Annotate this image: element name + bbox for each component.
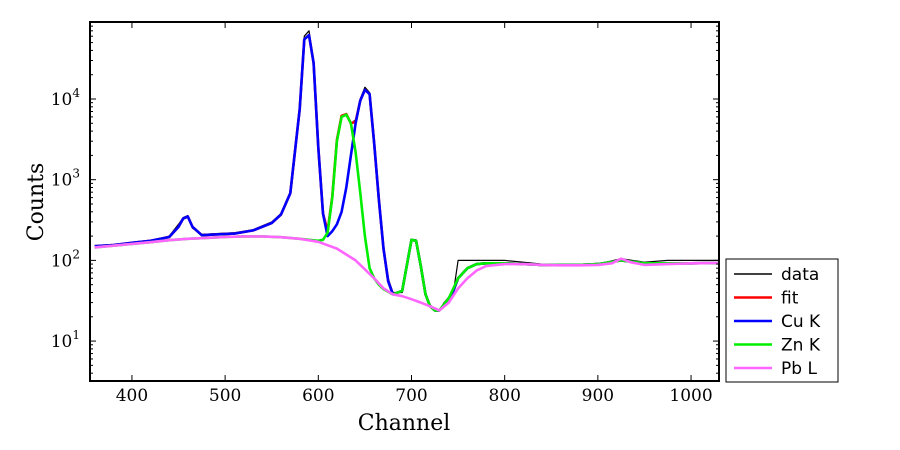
plot-background xyxy=(90,22,719,381)
x-tick-label: 500 xyxy=(209,386,241,406)
series-line-pb-l xyxy=(94,235,719,312)
series-layer xyxy=(94,30,719,312)
x-tick-label: 900 xyxy=(582,386,614,406)
y-axis-label: Counts xyxy=(24,163,49,242)
legend-label: Zn K xyxy=(781,336,821,356)
x-tick-label: 800 xyxy=(488,386,520,406)
y-tick-label: 104 xyxy=(51,86,81,110)
y-axis: 101 102 103 104 xyxy=(51,21,719,374)
x-axis-label: Channel xyxy=(358,411,451,436)
x-tick-label: 600 xyxy=(302,386,334,406)
x-axis: 400 500 600 700 800 900 1000 xyxy=(116,22,713,406)
legend-label: Pb L xyxy=(781,359,817,379)
legend: data fit Cu K Zn K Pb L xyxy=(725,258,839,383)
x-tick-label: 1000 xyxy=(669,386,712,406)
y-tick-label: 102 xyxy=(51,247,80,271)
legend-label: Cu K xyxy=(781,312,821,332)
y-tick-label: 103 xyxy=(51,167,80,191)
x-tick-label: 700 xyxy=(395,386,427,406)
legend-label: fit xyxy=(781,289,799,309)
y-tick-label: 101 xyxy=(51,328,80,352)
x-tick-label: 400 xyxy=(116,386,148,406)
plot-frame xyxy=(89,21,720,382)
legend-label: data xyxy=(781,265,819,285)
